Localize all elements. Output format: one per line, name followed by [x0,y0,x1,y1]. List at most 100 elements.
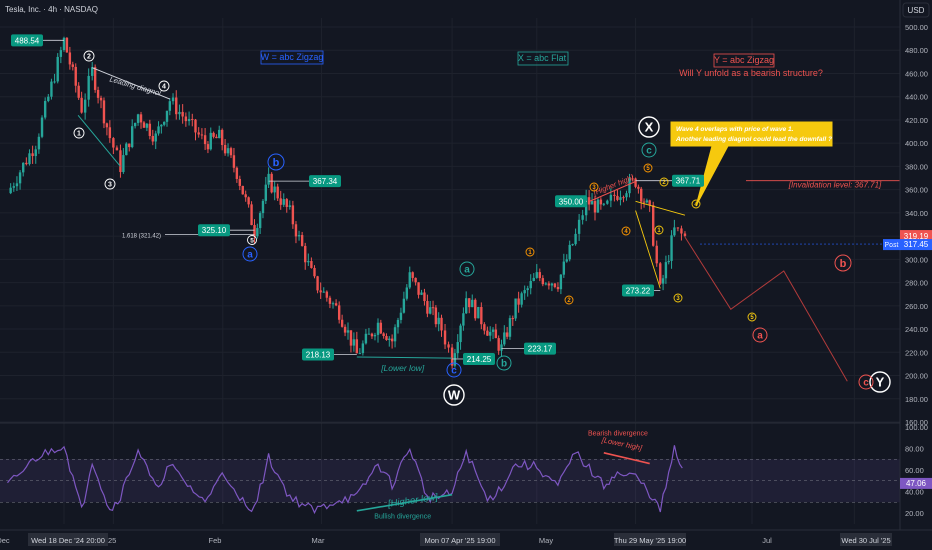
candle-body [376,322,380,335]
wave-y-2: 2 [659,177,669,187]
candle-body [22,162,25,173]
candle-body [426,301,429,314]
candle-body [526,288,529,291]
candle-body [197,132,200,135]
time-crosshair-apr07: Mon 07 Apr '25 19:00 [420,533,500,546]
time-tick: Mar [312,536,325,545]
candle-body [382,333,385,337]
wave-w-2: 2 [83,50,95,62]
wave-x-i3-ring [589,182,599,192]
candle-body [157,126,160,134]
wave-w-a-text: a [247,250,253,261]
candle-body [212,132,215,137]
candle-body [50,81,53,97]
candle-body [194,119,197,133]
price-label-367-34: 367.34 [309,175,341,188]
candle-body [622,197,625,199]
wave-y-a-text: a [757,331,763,342]
candle-body [203,135,207,145]
price-label-367-71-text: 367.71 [676,177,701,186]
candle-body [62,37,66,51]
candle-body [465,298,468,314]
candle-body [18,172,22,184]
candle-body [477,307,480,319]
candle-body [520,293,523,305]
candle-body [634,178,637,187]
candle-body [9,187,12,194]
wedge-upper-line [635,200,686,216]
candle-body [279,198,282,205]
candle-body [53,81,56,83]
candle-body [667,260,670,263]
post-label-bg [883,239,900,251]
price-label-488: 488.54 [11,34,43,47]
currency-button[interactable]: USD [902,2,930,18]
candlestick-series [9,36,687,369]
candle-body [294,224,298,237]
wave-y-a: a [752,327,768,343]
candle-body [191,118,194,120]
rsi-tick: 80.00 [905,445,924,454]
price-tick: 200.00 [905,372,928,381]
wave-y-b-text: b [840,258,847,270]
candle-body [223,144,227,154]
currency-button-bg[interactable] [902,2,930,18]
candle-body [256,228,259,237]
rsi-tick: 40.00 [905,488,924,497]
wave-w-5-text: 5 [250,237,254,244]
wave-w-3-text: 3 [108,182,112,189]
price-label-273-bg [622,284,654,297]
candle-body [145,123,149,128]
rsi-line [7,445,683,515]
candle-body [517,298,520,305]
price-label-488-bg [11,34,43,47]
candle-body [47,96,50,101]
leading-diagonal-lower [77,114,121,167]
wave-Y-label: Y [869,371,891,393]
wave-w-4-text: 4 [162,84,166,91]
symbol-title: Tesla, Inc. · 4h · NASDAQ [5,5,98,14]
wave-y-b: b [834,254,852,272]
wave-y-b-ring [834,254,852,272]
candle-body [316,276,319,291]
candle-body [367,333,371,335]
candle-body [319,290,322,293]
higher-high-line [589,181,636,202]
wave-y-3-ring [673,293,683,303]
candle-body [115,147,119,151]
time-crosshair-dec18: Wed 18 Dec '24 20:00 [28,533,108,546]
price-tick: 500.00 [905,23,928,32]
wave-w-c-text: c [451,366,457,377]
candle-body [80,97,83,113]
price-label-367-34-bg [309,175,341,188]
wave-x-i5-text: 5 [646,166,650,172]
candle-body [119,150,122,173]
candle-body [59,50,63,57]
candle-body [65,37,69,53]
candle-body [235,167,239,179]
w-title-frame [260,50,324,65]
candle-body [468,298,471,308]
candle-body [313,267,316,277]
wave-W-label-ring [443,384,465,406]
wave-w-5-ring [247,235,257,245]
price-label-367-34-text: 367.34 [313,177,338,186]
candle-body [486,330,489,336]
wave-y-2-ring [659,177,669,187]
price-tick: 440.00 [905,93,928,102]
candle-body [340,319,344,327]
price-tick: 380.00 [905,162,928,171]
candle-body [628,178,631,194]
candle-body [602,203,606,205]
candle-body [652,205,655,246]
rsi-tick: 100.00 [905,423,928,432]
price-label-325: 325.10 [198,224,230,237]
time-tick: Feb [209,536,222,545]
candle-body [56,56,59,82]
price-label-218: 218.13 [302,348,334,361]
candle-body [471,299,474,308]
candle-body [105,123,109,128]
candle-body [346,330,350,333]
price-tick: 180.00 [905,395,928,404]
candle-body [664,262,668,279]
